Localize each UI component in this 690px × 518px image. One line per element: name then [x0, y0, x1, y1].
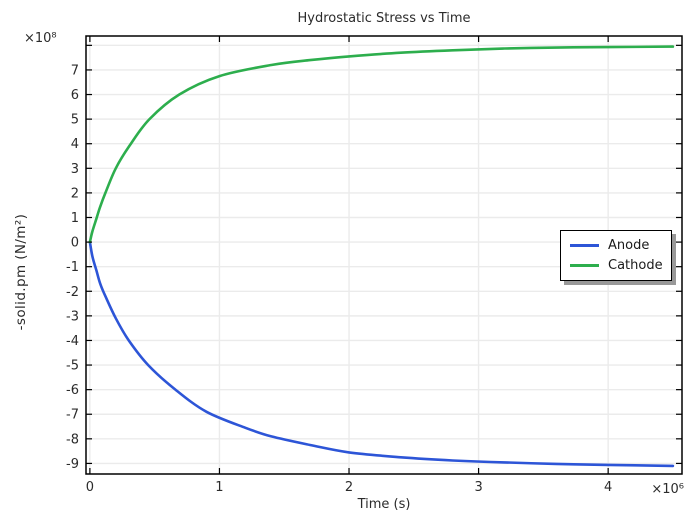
y-tick-label: 0 — [71, 236, 79, 251]
tick-marks — [86, 36, 682, 474]
x-tick-label: 4 — [604, 480, 612, 495]
x-axis-multiplier: ×10⁶ — [651, 482, 684, 497]
anode-line-swatch — [570, 244, 599, 247]
y-tick-label: 7 — [71, 63, 79, 78]
y-tick-label: -5 — [66, 359, 79, 374]
cathode-line-swatch — [570, 264, 599, 267]
tick-labels: 0 1 2 3 4 -9 -8 -7 -6 -5 -4 -3 -2 -1 0 1 2 3 4 5 6 7 — [66, 63, 612, 495]
y-tick-label: 1 — [71, 211, 79, 226]
legend-box: Anode Cathode — [560, 230, 672, 281]
y-axis-multiplier: ×10⁸ — [24, 31, 57, 46]
x-tick-label: 3 — [474, 480, 482, 495]
y-tick-label: -2 — [66, 285, 79, 300]
chart-title: Hydrostatic Stress vs Time — [297, 11, 471, 26]
legend-item-anode: Anode — [561, 238, 671, 253]
grid-lines — [86, 36, 682, 474]
x-tick-label: 1 — [215, 480, 223, 495]
x-tick-label: 0 — [86, 480, 94, 495]
y-tick-label: -6 — [66, 383, 79, 398]
x-axis-label: Time (s) — [357, 497, 411, 512]
axes-frame — [85, 35, 683, 475]
anode-curve — [88, 240, 675, 468]
cathode-curve — [88, 45, 675, 244]
legend-label-cathode: Cathode — [608, 258, 663, 273]
y-tick-label: -3 — [66, 309, 79, 324]
y-tick-label: -7 — [66, 408, 79, 423]
x-tick-label: 2 — [345, 480, 353, 495]
legend-item-cathode: Cathode — [561, 258, 671, 273]
y-tick-label: 6 — [71, 88, 79, 103]
y-tick-label: -9 — [66, 457, 79, 472]
y-tick-label: 4 — [71, 137, 79, 152]
y-tick-label: -4 — [66, 334, 79, 349]
y-tick-label: 3 — [71, 162, 79, 177]
legend-label-anode: Anode — [608, 238, 650, 253]
y-tick-label: -8 — [66, 432, 79, 447]
y-tick-label: 5 — [71, 113, 79, 128]
y-tick-label: -1 — [66, 260, 79, 275]
y-tick-label: 2 — [71, 186, 79, 201]
